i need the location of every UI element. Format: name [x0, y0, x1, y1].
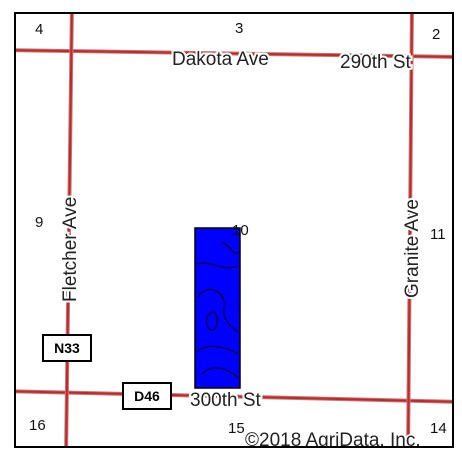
- road-right: [406, 14, 414, 446]
- road-top: [16, 48, 452, 59]
- section-number: 2: [432, 26, 440, 43]
- copyright-text: ©2018 AgriData, Inc.: [245, 430, 421, 446]
- section-number: 14: [430, 420, 447, 437]
- map-frame: Dakota Ave 290th St 300th St Fletcher Av…: [14, 12, 454, 448]
- section-number: 15: [228, 420, 245, 437]
- road-label-dakota-ave: Dakota Ave: [172, 49, 269, 70]
- road-label-granite-ave: Granite Ave: [402, 199, 423, 298]
- road-left: [64, 14, 74, 446]
- road-label-fletcher-ave: Fletcher Ave: [60, 197, 81, 302]
- shield-n33-label: N33: [54, 340, 80, 356]
- section-number: 16: [29, 417, 46, 434]
- shield-d46: D46: [122, 382, 172, 410]
- shield-n33: N33: [42, 334, 92, 362]
- road-bottom: [16, 389, 452, 404]
- section-number: 4: [35, 21, 43, 38]
- section-number: 10: [232, 222, 249, 239]
- road-label-290th-st: 290th St: [340, 52, 411, 73]
- shield-d46-label: D46: [134, 388, 160, 404]
- section-number: 3: [235, 20, 243, 37]
- road-label-300th-st: 300th St: [190, 390, 261, 411]
- section-number: 11: [430, 226, 446, 243]
- field-parcel: [194, 227, 241, 389]
- map-canvas: Dakota Ave 290th St 300th St Fletcher Av…: [16, 14, 452, 446]
- section-number: 9: [35, 214, 43, 231]
